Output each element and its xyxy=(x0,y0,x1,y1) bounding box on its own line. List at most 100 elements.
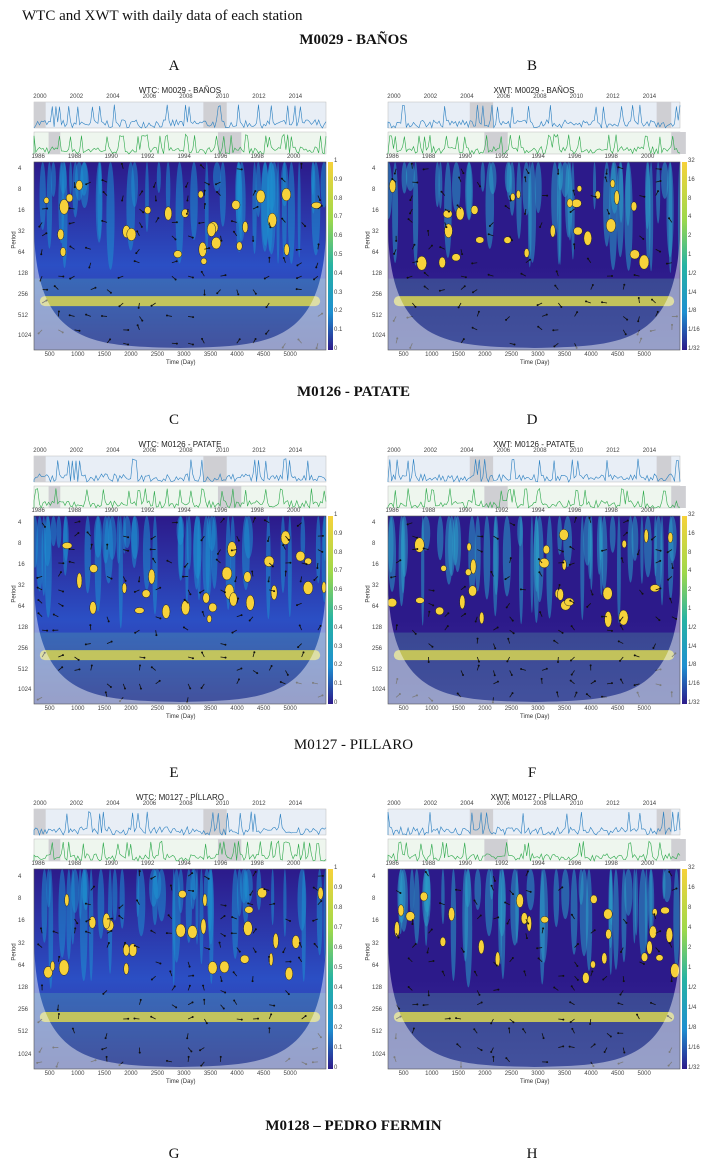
period-tick: 64 xyxy=(18,603,25,610)
time-tick: 3500 xyxy=(203,1071,218,1077)
xwt-figure-patate: XWT: M0126 - PATATE 2000 2002 2004 2006 2008 2… xyxy=(366,440,702,728)
time-tick: 3500 xyxy=(557,706,572,712)
top-year-tick: 2010 xyxy=(215,801,230,807)
time-tick: 1500 xyxy=(97,352,112,358)
period-tick: 32 xyxy=(372,940,379,947)
colorbar-tick: 32 xyxy=(688,158,695,164)
top-year-tick: 2004 xyxy=(106,801,120,807)
period-tick: 256 xyxy=(18,291,29,298)
bottom-year-tick: 1994 xyxy=(531,508,545,514)
time-tick: 3500 xyxy=(557,352,572,358)
bottom-year-tick: 1990 xyxy=(104,154,118,160)
panel-letter-b: B xyxy=(526,58,537,74)
time-tick: 2000 xyxy=(478,706,492,712)
colorbar-tick: 2 xyxy=(688,945,692,951)
colorbar-tick: 2 xyxy=(688,233,692,240)
bottom-year-tick: 1998 xyxy=(604,508,618,514)
bottom-year-tick: 1998 xyxy=(604,154,618,160)
time-tick: 500 xyxy=(398,352,409,358)
xwt-figure-pillaro: XWT: M0127 - PÍLLARO 2000 2002 2004 2006 2008… xyxy=(366,793,702,1093)
bottom-year-tick: 1994 xyxy=(177,154,191,160)
period-tick: 8 xyxy=(18,187,22,194)
period-tick: 32 xyxy=(18,229,25,236)
colorbar-tick: 0.5 xyxy=(334,252,343,258)
x-axis-label: Time (Day) xyxy=(520,714,550,720)
x-axis-label: Time (Day) xyxy=(520,1079,550,1085)
time-tick: 3500 xyxy=(203,352,218,358)
bottom-year-tick: 1992 xyxy=(494,154,509,160)
top-year-tick: 2012 xyxy=(606,448,620,454)
panel-letter-g: G xyxy=(168,1146,180,1162)
bottom-year-tick: 1990 xyxy=(458,154,472,160)
top-year-tick: 2002 xyxy=(69,94,84,100)
panel-letter-a: A xyxy=(168,58,180,74)
colorbar-tick: 0.7 xyxy=(334,925,343,931)
period-tick: 1024 xyxy=(18,687,32,694)
time-tick: 500 xyxy=(44,706,55,712)
x-axis-label: Time (Day) xyxy=(166,360,196,366)
time-tick: 4000 xyxy=(230,706,244,712)
time-tick: 2000 xyxy=(478,1071,492,1077)
figure-title: WTC: M0126 - PATATE xyxy=(138,440,222,449)
period-tick: 1024 xyxy=(372,1051,386,1058)
colorbar-tick: 1/4 xyxy=(688,1005,697,1011)
bottom-year-tick: 2000 xyxy=(286,861,301,867)
period-tick: 32 xyxy=(372,583,379,590)
top-year-tick: 2014 xyxy=(642,448,657,454)
time-tick: 5000 xyxy=(283,352,297,358)
period-tick: 8 xyxy=(18,896,22,903)
time-tick: 1500 xyxy=(97,706,112,712)
colorbar-tick: 0.5 xyxy=(334,606,343,612)
top-year-tick: 2002 xyxy=(423,801,438,807)
period-tick: 32 xyxy=(372,229,379,236)
bottom-year-tick: 1998 xyxy=(250,154,264,160)
time-tick: 4500 xyxy=(256,352,271,358)
colorbar-tick: 0.1 xyxy=(334,1045,343,1051)
bottom-year-tick: 1996 xyxy=(213,508,228,514)
station-title-banos: M0029 - BAÑOS xyxy=(299,32,408,48)
time-tick: 500 xyxy=(44,352,55,358)
colorbar-tick: 0.2 xyxy=(334,662,343,669)
colorbar-tick: 1/32 xyxy=(688,346,700,352)
bottom-year-tick: 2000 xyxy=(640,861,655,867)
period-tick: 512 xyxy=(18,666,29,673)
top-year-tick: 2002 xyxy=(69,448,84,454)
bottom-year-tick: 1996 xyxy=(213,154,228,160)
y-axis-label: Period xyxy=(11,943,18,961)
colorbar-tick: 0.8 xyxy=(334,905,343,911)
period-tick: 16 xyxy=(372,562,379,569)
colorbar-tick: 0 xyxy=(334,1065,338,1071)
period-tick: 8 xyxy=(372,541,376,548)
top-year-tick: 2000 xyxy=(33,801,47,807)
top-year-tick: 2004 xyxy=(460,801,474,807)
top-year-tick: 2012 xyxy=(252,94,266,100)
top-year-tick: 2014 xyxy=(288,94,303,100)
period-tick: 32 xyxy=(18,583,25,590)
colorbar-tick: 0 xyxy=(334,346,338,352)
bottom-year-tick: 1994 xyxy=(177,508,191,514)
period-tick: 4 xyxy=(18,520,22,527)
period-tick: 128 xyxy=(372,270,383,277)
top-year-tick: 2012 xyxy=(252,448,266,454)
top-year-tick: 2006 xyxy=(142,448,157,454)
bottom-year-tick: 2000 xyxy=(286,508,301,514)
time-tick: 4500 xyxy=(610,352,625,358)
top-year-tick: 2004 xyxy=(460,448,474,454)
time-tick: 2500 xyxy=(504,352,519,358)
colorbar-tick: 0.1 xyxy=(334,327,343,334)
top-year-tick: 2006 xyxy=(496,94,511,100)
period-tick: 256 xyxy=(18,645,29,652)
panel-letter-h: H xyxy=(526,1146,538,1162)
wtc-figure-patate: WTC: M0126 - PATATE 2000 2002 2004 2006 2008 2… xyxy=(12,440,348,728)
time-tick: 2500 xyxy=(504,706,519,712)
bottom-year-tick: 1986 xyxy=(385,508,399,514)
period-tick: 1024 xyxy=(18,333,32,340)
time-tick: 4000 xyxy=(584,352,598,358)
figure-title: WTC: M0127 - PÍLLARO xyxy=(135,793,225,802)
colorbar-tick: 1 xyxy=(688,965,692,971)
period-tick: 4 xyxy=(18,166,22,173)
top-year-tick: 2010 xyxy=(215,94,230,100)
colorbar-tick: 1/2 xyxy=(688,985,697,991)
colorbar-tick: 1 xyxy=(334,865,338,871)
colorbar-tick: 0.5 xyxy=(334,965,343,971)
